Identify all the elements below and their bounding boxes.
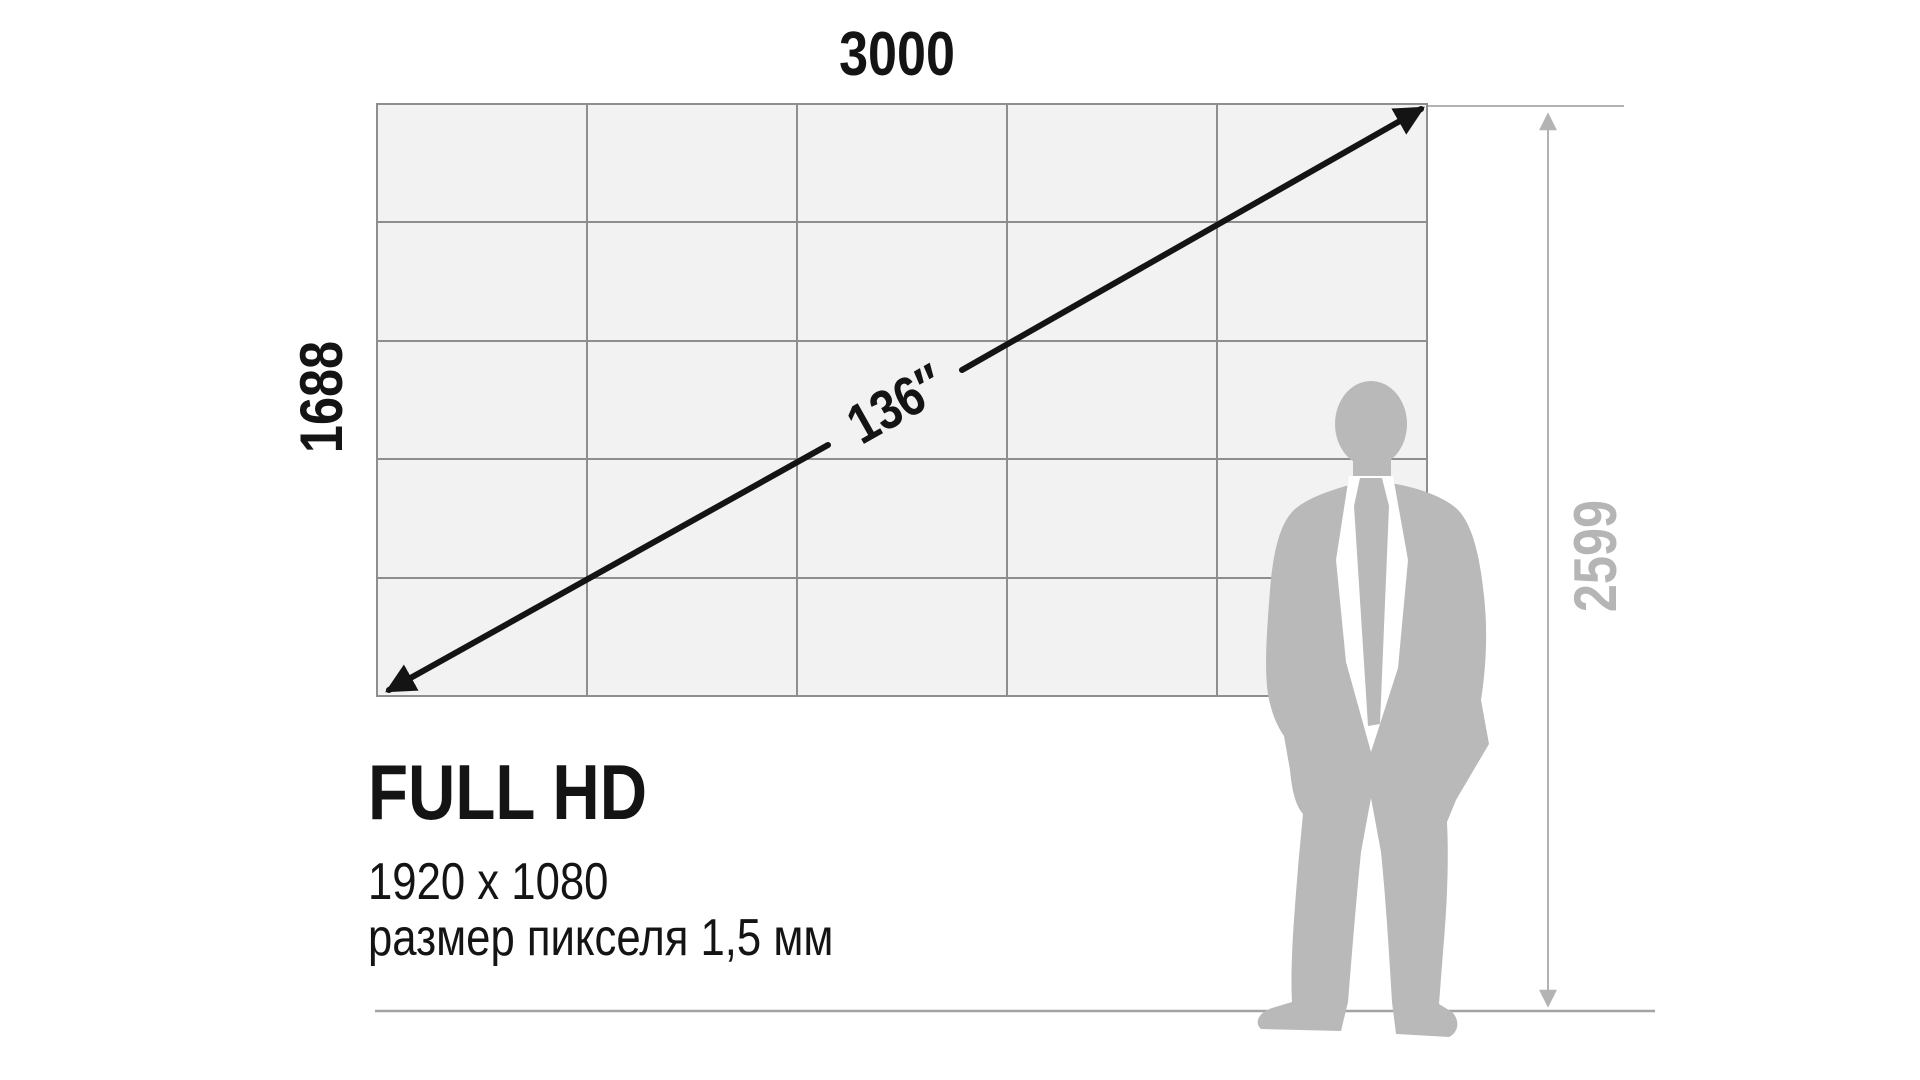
wall-panel xyxy=(588,341,796,459)
wall-panel xyxy=(798,578,1006,695)
height-dimension-value: 1688 xyxy=(288,340,355,454)
wall-panel xyxy=(378,460,586,577)
wall-panel xyxy=(1008,341,1216,459)
wall-panel xyxy=(378,341,586,459)
wall-panel xyxy=(1008,460,1216,577)
wall-panel xyxy=(798,223,1006,340)
page-title-text: FULL HD xyxy=(368,748,648,836)
wall-panel xyxy=(378,223,586,340)
wall-panel xyxy=(588,578,796,695)
wall-panel xyxy=(798,105,1006,222)
width-dimension-label: 3000 xyxy=(828,24,966,86)
wall-panel xyxy=(798,341,1006,459)
resolution-label: 1920 x 1080 xyxy=(368,856,654,908)
wall-panel xyxy=(588,223,796,340)
diagonal-arrow-upper xyxy=(959,106,1425,373)
wall-panel xyxy=(588,105,796,222)
wall-panel xyxy=(378,105,586,222)
page-title: FULL HD xyxy=(368,753,700,831)
mount-height-dimension-value: 2599 xyxy=(1562,499,1629,613)
businessman-silhouette xyxy=(1257,381,1489,1037)
wall-panel xyxy=(798,460,1006,577)
diagonal-arrow-lower xyxy=(385,442,831,693)
width-dimension-value: 3000 xyxy=(839,20,955,89)
resolution-text: 1920 x 1080 xyxy=(368,853,609,911)
wall-panel xyxy=(1008,105,1216,222)
wall-panel xyxy=(1008,578,1216,695)
pixel-size-label: размер пикселя 1,5 мм xyxy=(368,912,922,964)
silhouette-tie xyxy=(1354,478,1389,726)
silhouette-head xyxy=(1335,381,1407,467)
pixel-size-text: размер пикселя 1,5 мм xyxy=(368,909,834,967)
height-dimension-label: 1688 xyxy=(288,330,355,463)
mount-height-dimension-label: 2599 xyxy=(1562,489,1629,622)
wall-panel xyxy=(1218,223,1426,340)
